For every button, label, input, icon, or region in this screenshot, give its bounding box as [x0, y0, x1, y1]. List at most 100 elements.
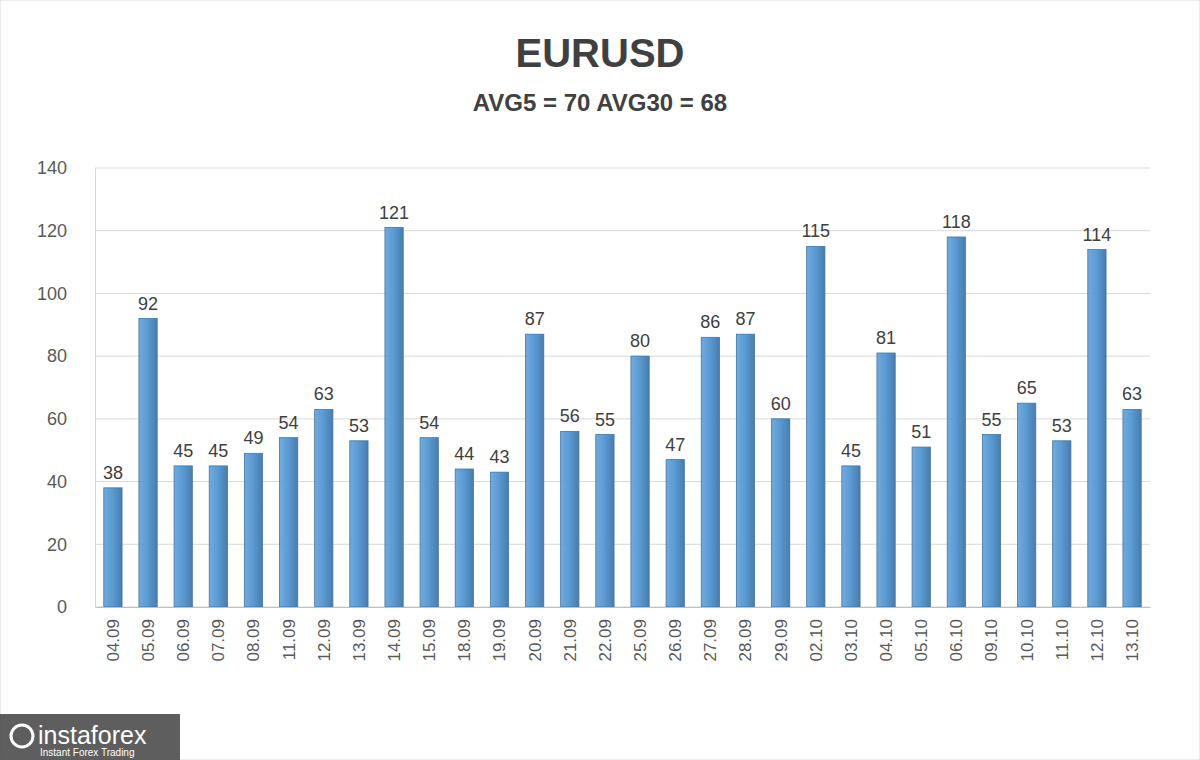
x-tick: 02.10 — [807, 607, 826, 662]
bar — [736, 334, 754, 607]
y-axis: 020406080100120140 — [37, 158, 96, 617]
watermark: instaforexInstant Forex Trading — [0, 714, 180, 760]
x-tick: 09.10 — [982, 607, 1001, 662]
x-tick-label: 12.09 — [315, 619, 334, 662]
bar — [982, 435, 1000, 607]
bar — [912, 447, 930, 607]
bar — [877, 353, 895, 607]
x-tick: 12.09 — [315, 607, 334, 662]
y-tick-label: 120 — [37, 221, 67, 241]
x-tick: 20.09 — [526, 607, 545, 662]
x-tick: 06.09 — [174, 607, 193, 662]
subtitle: AVG5 = 70 AVG30 = 68 — [473, 89, 727, 116]
bar — [490, 472, 508, 607]
plot: 02040608010012014004.0905.0906.0907.0908… — [37, 158, 1151, 661]
data-label: 38 — [103, 463, 123, 483]
x-tick-label: 22.09 — [596, 619, 615, 662]
x-tick-label: 05.09 — [139, 619, 158, 662]
x-tick: 13.09 — [350, 607, 369, 662]
title: EURUSD — [516, 31, 685, 75]
y-tick: 140 — [37, 158, 95, 178]
x-tick: 14.09 — [385, 607, 404, 662]
x-tick: 19.09 — [490, 607, 509, 662]
bar — [139, 319, 157, 607]
y-tick: 120 — [37, 221, 95, 241]
x-tick: 21.09 — [561, 607, 580, 662]
data-label: 47 — [665, 435, 685, 455]
watermark-icon — [11, 725, 33, 747]
bar — [526, 334, 544, 607]
x-tick: 05.09 — [139, 607, 158, 662]
bar — [842, 466, 860, 607]
watermark-text: instaforex — [38, 721, 147, 749]
y-axis-line — [95, 169, 96, 608]
y-tick: 40 — [47, 472, 95, 492]
bar — [772, 419, 790, 607]
x-tick: 03.10 — [842, 607, 861, 662]
data-labels: 3892454549546353121544443875655804786876… — [103, 203, 1142, 483]
x-tick-label: 28.09 — [736, 619, 755, 662]
x-tick: 29.09 — [772, 607, 791, 662]
x-tick: 18.09 — [455, 607, 474, 662]
x-tick-label: 11.10 — [1053, 619, 1072, 660]
bar — [385, 228, 403, 607]
data-label: 81 — [876, 328, 896, 348]
bar — [701, 337, 719, 607]
bar — [174, 466, 192, 607]
x-tick-label: 26.09 — [666, 619, 685, 662]
x-tick: 26.09 — [666, 607, 685, 662]
x-tick: 25.09 — [631, 607, 650, 662]
chart: EURUSDAVG5 = 70 AVG30 = 6802040608010012… — [0, 0, 1200, 760]
data-label: 54 — [279, 413, 299, 433]
x-tick-label: 29.09 — [772, 619, 791, 662]
x-tick-label: 20.09 — [526, 619, 545, 662]
bar — [209, 466, 227, 607]
y-tick: 80 — [47, 346, 95, 366]
y-tick: 100 — [37, 284, 95, 304]
bar — [420, 438, 438, 607]
bar — [631, 356, 649, 607]
x-tick-label: 03.10 — [842, 619, 861, 662]
data-label: 87 — [735, 309, 755, 329]
x-tick: 11.10 — [1053, 607, 1072, 660]
y-tick-label: 20 — [47, 535, 67, 555]
x-tick: 06.10 — [947, 607, 966, 662]
x-tick-label: 08.09 — [244, 619, 263, 662]
data-label: 45 — [173, 441, 193, 461]
x-tick-label: 13.10 — [1123, 619, 1142, 662]
y-tick-label: 80 — [47, 346, 67, 366]
x-axis: 04.0905.0906.0907.0908.0911.0912.0913.09… — [96, 607, 1151, 662]
bar — [1053, 441, 1071, 607]
data-label: 60 — [771, 394, 791, 414]
data-label: 87 — [525, 309, 545, 329]
x-tick: 28.09 — [736, 607, 755, 662]
grid-line — [95, 230, 1150, 231]
x-tick: 04.10 — [877, 607, 896, 662]
x-tick: 08.09 — [244, 607, 263, 662]
x-tick-label: 05.10 — [912, 619, 931, 662]
x-tick-label: 18.09 — [455, 619, 474, 662]
data-label: 63 — [314, 384, 334, 404]
x-tick-label: 02.10 — [807, 619, 826, 662]
x-tick-label: 27.09 — [701, 619, 720, 662]
data-label: 54 — [419, 413, 439, 433]
x-tick: 07.09 — [209, 607, 228, 662]
x-tick: 05.10 — [912, 607, 931, 662]
data-label: 45 — [208, 441, 228, 461]
x-axis-line — [96, 607, 1151, 608]
x-tick: 11.09 — [280, 607, 299, 660]
x-tick-label: 15.09 — [420, 619, 439, 662]
x-tick-label: 10.10 — [1018, 619, 1037, 662]
data-label: 115 — [801, 221, 830, 241]
data-label: 121 — [379, 203, 409, 223]
y-tick-label: 100 — [37, 284, 67, 304]
x-tick: 22.09 — [596, 607, 615, 662]
data-label: 53 — [1052, 416, 1072, 436]
data-label: 118 — [942, 212, 971, 232]
bar — [350, 441, 368, 607]
bar — [807, 246, 825, 607]
x-tick: 10.10 — [1018, 607, 1037, 662]
x-tick: 27.09 — [701, 607, 720, 662]
x-tick-label: 07.09 — [209, 619, 228, 662]
bars — [104, 228, 1141, 607]
